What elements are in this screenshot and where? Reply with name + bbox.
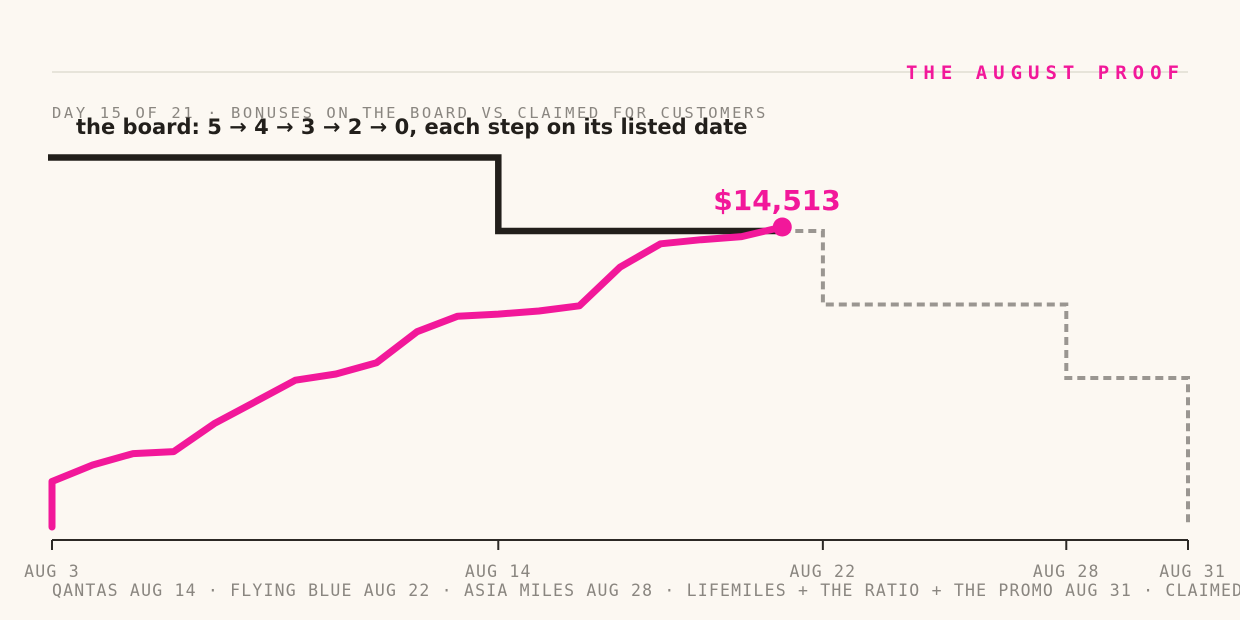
claimed-end-dot xyxy=(772,217,792,237)
series-layer xyxy=(48,154,1190,531)
claimed-end-label: $14,513 xyxy=(713,184,841,217)
x-axis-ticks: AUG 3 AUG 14 AUG 22 AUG 28 AUG 31 xyxy=(24,540,1226,581)
x-tick-label: AUG 28 xyxy=(1033,562,1100,581)
chart-subtitle: DAY 15 OF 21 · BONUSES ON THE BOARD VS C… xyxy=(52,104,768,122)
kicker-title: THE AUGUST PROOF xyxy=(906,62,1185,84)
board-annotation: the board: 5 → 4 → 3 → 2 → 0, each step … xyxy=(76,115,747,139)
board-scheduled-steps xyxy=(782,229,1190,525)
claimed-line xyxy=(48,223,786,531)
x-tick-label: AUG 22 xyxy=(789,562,856,581)
footer-caption: QANTAS AUG 14 · FLYING BLUE AUG 22 · ASI… xyxy=(52,581,1240,600)
x-tick-label: AUG 3 xyxy=(24,562,80,581)
x-tick-label: AUG 14 xyxy=(465,562,532,581)
board-steps xyxy=(48,154,783,235)
x-tick-label: AUG 31 xyxy=(1159,562,1226,581)
